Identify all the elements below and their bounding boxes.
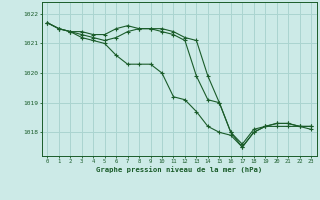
X-axis label: Graphe pression niveau de la mer (hPa): Graphe pression niveau de la mer (hPa) [96, 166, 262, 173]
